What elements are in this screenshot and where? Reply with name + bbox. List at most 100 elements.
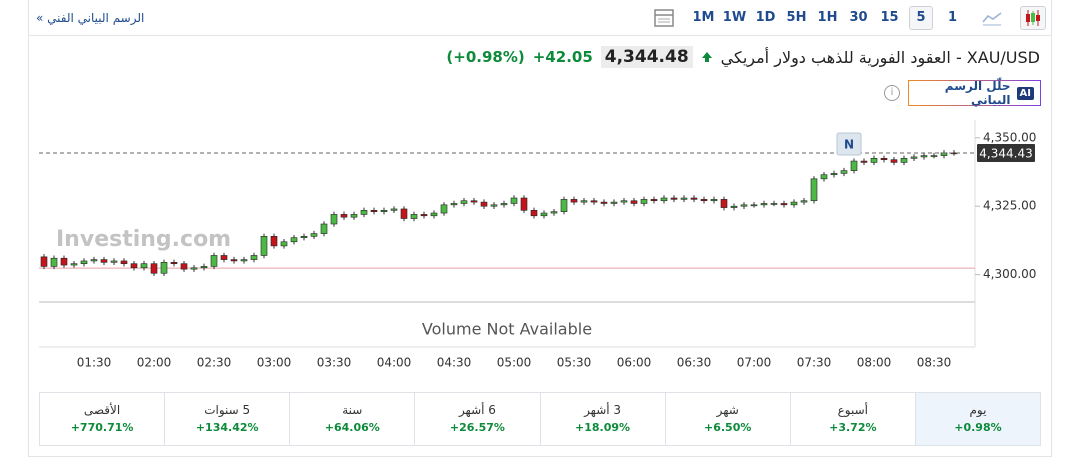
candle-body — [600, 201, 608, 204]
candle-body — [120, 260, 128, 264]
performance-cell[interactable]: شهر +6.50% — [664, 393, 790, 445]
candle-body — [860, 160, 868, 163]
candle-body — [320, 223, 328, 234]
performance-table: يوم +0.98% أسبوع +3.72% شهر +6.50% 3 أشهر +18.0… — [39, 392, 1041, 446]
candle-body — [390, 208, 398, 211]
candle-body — [800, 200, 808, 203]
interval-button[interactable]: 5H — [786, 10, 807, 25]
interval-button[interactable]: 30 — [849, 10, 868, 25]
y-tick-label: 4,350.00 — [983, 130, 1036, 144]
candle-body — [890, 159, 898, 163]
ai-analyze-button[interactable]: حلّل الرسم البياني AI — [908, 79, 1041, 107]
candle-body — [290, 237, 298, 243]
x-tick-label: 03:00 — [257, 356, 292, 370]
candle-body — [750, 204, 758, 207]
candle-body — [630, 200, 638, 204]
interval-button[interactable]: 1D — [755, 10, 776, 25]
candle-body — [350, 214, 358, 218]
candle-body — [830, 173, 838, 176]
period-label: 3 أشهر — [584, 403, 622, 417]
candle-body — [930, 155, 938, 157]
candle-body — [130, 263, 138, 269]
candle-body — [150, 263, 158, 274]
news-marker — [836, 132, 862, 156]
candle-body — [780, 203, 788, 206]
candle-body — [870, 158, 878, 163]
candle-body — [650, 199, 658, 202]
interval-button[interactable]: 1 — [947, 10, 958, 25]
ai-button-text: حلّل الرسم البياني — [944, 79, 1011, 107]
candle-chart-icon[interactable] — [1020, 6, 1046, 30]
x-tick-label: 04:00 — [377, 356, 412, 370]
period-change: +770.71% — [70, 421, 134, 434]
x-tick-label: 04:30 — [437, 356, 472, 370]
performance-cell[interactable]: 5 سنوات +134.42% — [164, 393, 289, 445]
info-icon[interactable]: i — [884, 85, 900, 101]
candle-body — [90, 259, 98, 262]
candle-body — [840, 170, 848, 174]
candle-body — [220, 255, 228, 260]
change: +42.05 — [532, 48, 593, 66]
title-row: (+0.98%) +42.05 4,344.48 XAU/USD - العقو… — [446, 46, 1040, 68]
interval-button[interactable]: 1W — [722, 10, 747, 25]
current-price-label: 4,344.43 — [979, 147, 1032, 161]
interval-button[interactable]: 1M — [692, 10, 715, 25]
change-percent: (+0.98%) — [446, 48, 525, 66]
candle-body — [430, 212, 438, 217]
candle-body — [370, 210, 378, 212]
candle-body — [640, 199, 648, 204]
candle-body — [360, 210, 368, 215]
candle-body — [770, 203, 778, 205]
candle-body — [850, 160, 858, 171]
candle-body — [710, 199, 718, 202]
candle-body — [310, 233, 318, 237]
candle-body — [80, 260, 88, 264]
x-tick-label: 03:30 — [317, 356, 352, 370]
period-label: يوم — [969, 403, 987, 417]
candle-body — [620, 200, 628, 203]
widget-frame — [28, 0, 1052, 457]
period-label: سنة — [342, 403, 363, 417]
candle-body — [160, 262, 168, 274]
x-tick-label: 08:00 — [857, 356, 892, 370]
performance-cell[interactable]: يوم +0.98% — [914, 393, 1040, 445]
period-label: 6 أشهر — [458, 403, 496, 417]
instrument-title: XAU/USD - العقود الفورية للذهب دولار أمر… — [720, 47, 1040, 67]
candle-body — [920, 155, 928, 158]
candle-body — [550, 211, 558, 214]
candle-body — [250, 255, 258, 260]
technical-chart-link[interactable]: الرسم البياني الفني » — [36, 11, 145, 25]
candle-body — [110, 260, 118, 263]
candle-body — [450, 203, 458, 206]
table-icon[interactable] — [652, 7, 676, 29]
candle-body — [900, 158, 908, 163]
watermark: Investing.com — [56, 227, 231, 252]
candle-body — [480, 201, 488, 207]
candle-body — [420, 214, 428, 217]
candle-body — [580, 200, 588, 203]
x-tick-label: 02:00 — [137, 356, 172, 370]
interval-button[interactable]: 1H — [817, 10, 838, 25]
news-marker-label: N — [844, 138, 854, 152]
candle-body — [240, 259, 248, 262]
toolbar: الرسم البياني الفني » 1M 1W 1D 5H 1H 30 15 5 1 — [28, 0, 1052, 36]
interval-button[interactable]: 5 — [909, 6, 933, 30]
interval-button[interactable]: 15 — [880, 10, 899, 25]
price-chart: Investing.com Volume Not Available 4,350.0… — [39, 120, 1036, 370]
x-tick-label: 06:30 — [677, 356, 712, 370]
performance-cell[interactable]: الأقصى +770.71% — [40, 393, 164, 445]
candle-body — [70, 263, 78, 266]
candle-body — [610, 201, 618, 204]
performance-cell[interactable]: سنة +64.06% — [289, 393, 414, 445]
candle-body — [490, 204, 498, 207]
performance-cell[interactable]: أسبوع +3.72% — [789, 393, 915, 445]
performance-cell[interactable]: 3 أشهر +18.09% — [539, 393, 665, 445]
candle-body — [40, 256, 48, 267]
candle-body — [590, 200, 598, 203]
performance-cell[interactable]: 6 أشهر +26.57% — [414, 393, 539, 445]
candle-body — [460, 200, 468, 204]
period-change: +64.06% — [324, 421, 380, 434]
line-chart-icon[interactable] — [980, 7, 1004, 29]
candle-body — [660, 197, 668, 202]
candle-body — [510, 197, 518, 204]
